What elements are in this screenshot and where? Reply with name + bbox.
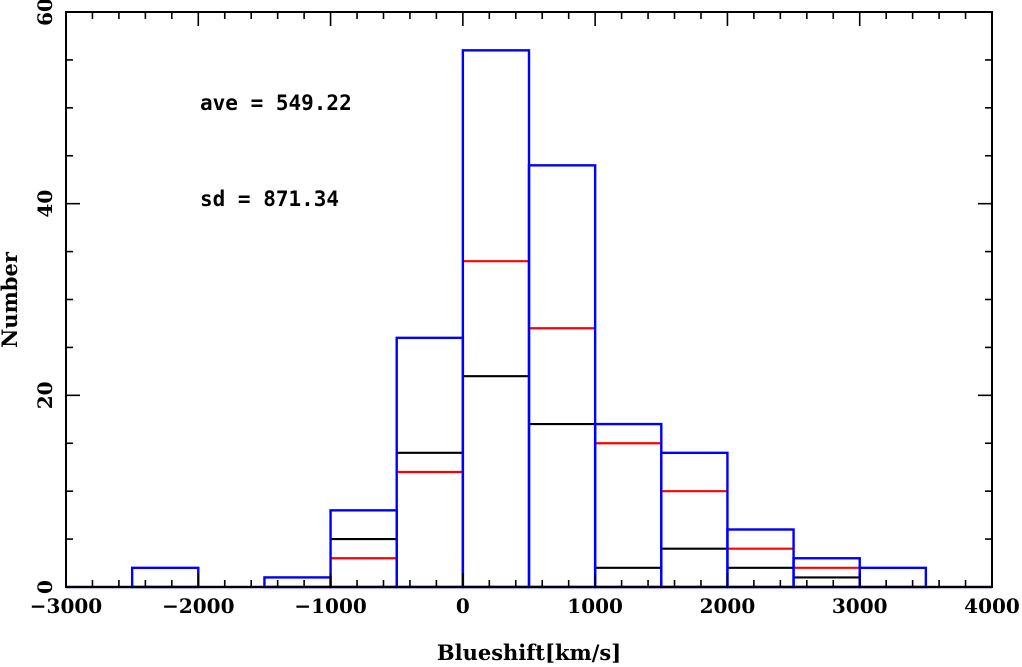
histogram-bar-4	[395, 336, 465, 589]
x-tick-label: 3000	[832, 594, 888, 618]
histogram-bar-6	[527, 164, 597, 589]
x-tick-label: 2000	[700, 594, 756, 618]
y-tick-label: 40	[33, 190, 57, 218]
x-tick-label: 4000	[964, 594, 1020, 618]
axis-ticks	[65, 11, 993, 588]
annotation-std-dev: sd = 871.34	[200, 187, 339, 211]
histogram-bar-0	[130, 566, 200, 589]
histogram-bar-7	[593, 422, 663, 589]
x-tick-label: −3000	[30, 594, 102, 618]
x-tick-label: −2000	[162, 594, 234, 618]
histogram-bar-9	[726, 528, 795, 589]
histogram-bar-11	[858, 566, 928, 589]
y-tick-label: 0	[33, 580, 57, 594]
histogram-bar-5	[461, 49, 531, 589]
histogram-bar-2	[263, 576, 332, 589]
x-axis-label: Blueshift[km/s]	[437, 640, 621, 665]
y-tick-label: 20	[33, 381, 57, 409]
x-tick-label: 0	[456, 594, 470, 618]
annotation-average: ave = 549.22	[200, 91, 352, 115]
y-tick-label: 60	[33, 0, 57, 26]
histogram-bar-10	[792, 557, 861, 589]
tick-labels: −3000 −2000 −1000 0 1000 2000 3000 4000 0 20 40 60	[30, 0, 1020, 618]
x-tick-label: −1000	[294, 594, 366, 618]
x-tick-label: 1000	[567, 594, 623, 618]
histogram-marks	[66, 49, 992, 589]
histogram-bar-8	[660, 451, 729, 589]
histogram-bar-3	[329, 509, 398, 589]
y-axis-label: Number	[0, 251, 22, 348]
